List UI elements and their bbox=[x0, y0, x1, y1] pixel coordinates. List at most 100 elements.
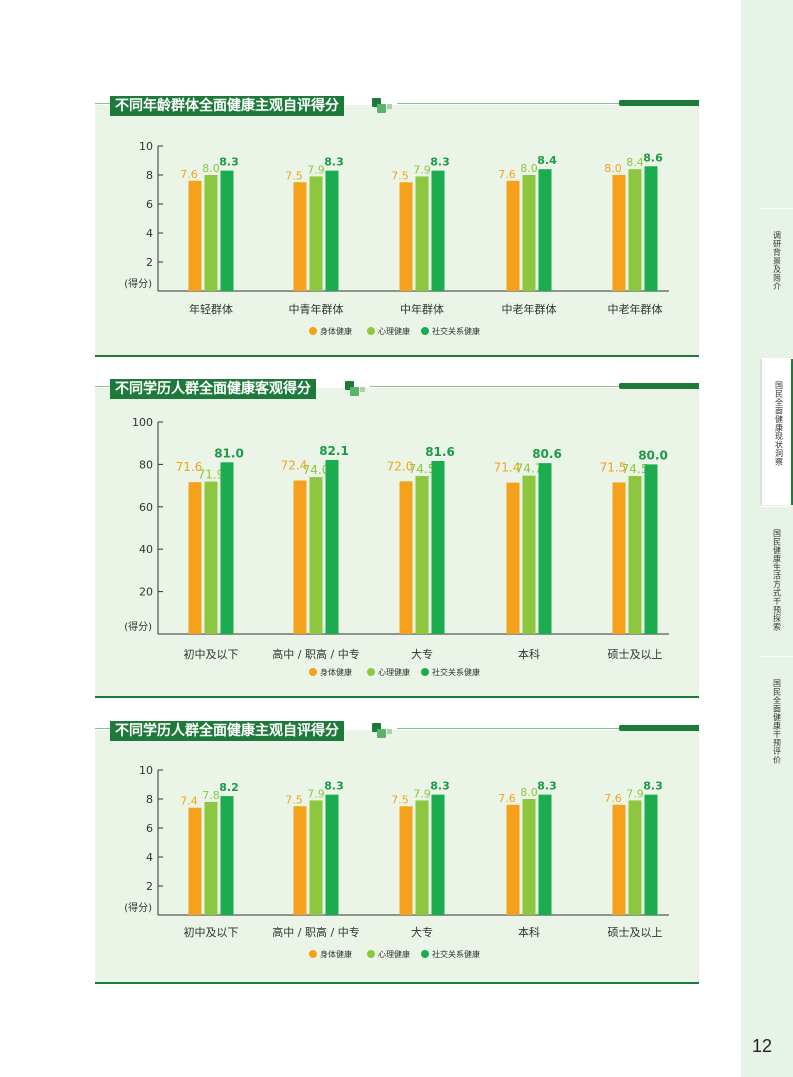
legend-swatch bbox=[367, 950, 375, 958]
y-tick-label: 8 bbox=[146, 169, 153, 182]
bar bbox=[399, 481, 413, 634]
header-accent-bar bbox=[619, 100, 699, 106]
bar bbox=[399, 806, 413, 915]
data-label: 72.4 bbox=[281, 459, 308, 473]
bar bbox=[309, 477, 323, 634]
data-label: 7.8 bbox=[202, 789, 220, 802]
data-label: 8.6 bbox=[643, 151, 663, 164]
x-tick-label: 中年群体 bbox=[400, 302, 444, 316]
bar bbox=[204, 801, 218, 915]
data-label: 7.9 bbox=[307, 163, 325, 176]
data-label: 71.4 bbox=[494, 461, 521, 475]
x-tick-label: 初中及以下 bbox=[184, 925, 239, 939]
bar bbox=[220, 796, 234, 915]
x-tick-label: 本科 bbox=[518, 925, 540, 939]
header-rule bbox=[370, 386, 619, 387]
data-label: 7.6 bbox=[604, 792, 622, 805]
bar bbox=[325, 170, 339, 291]
bar bbox=[612, 804, 626, 915]
page-number: 12 bbox=[752, 1036, 773, 1056]
y-tick-label: 10 bbox=[139, 764, 153, 777]
data-label: 7.6 bbox=[180, 168, 198, 181]
x-tick-label: 中青年群体 bbox=[289, 302, 344, 316]
data-label: 8.0 bbox=[202, 162, 220, 175]
data-label: 8.3 bbox=[430, 156, 450, 169]
data-label: 7.9 bbox=[413, 163, 431, 176]
bar bbox=[399, 182, 413, 291]
y-tick-label: 10 bbox=[139, 140, 153, 153]
x-tick-label: 本科 bbox=[518, 647, 540, 661]
data-label: 81.0 bbox=[214, 446, 244, 460]
data-label: 8.3 bbox=[537, 780, 557, 793]
header-rule bbox=[95, 103, 110, 104]
data-label: 7.9 bbox=[626, 787, 644, 800]
data-label: 74.7 bbox=[516, 462, 543, 476]
bar bbox=[628, 169, 642, 291]
y-tick-label: 2 bbox=[146, 256, 153, 269]
data-label: 8.3 bbox=[219, 156, 239, 169]
bar bbox=[293, 480, 307, 634]
y-tick-label: 20 bbox=[139, 586, 153, 599]
sidebar-tab-status[interactable]: 国民全面健康现状洞察 bbox=[760, 358, 793, 505]
x-tick-label: 大专 bbox=[411, 647, 433, 661]
legend-label: 身体健康 bbox=[320, 326, 352, 336]
bar bbox=[415, 800, 429, 915]
y-axis-label: (得分) bbox=[124, 621, 152, 633]
bar bbox=[293, 182, 307, 291]
data-label: 81.6 bbox=[425, 445, 455, 459]
bar bbox=[204, 481, 218, 634]
bar bbox=[188, 180, 202, 291]
data-label: 7.9 bbox=[413, 787, 431, 800]
legend-swatch bbox=[421, 950, 429, 958]
chart-title: 不同学历人群全面健康主观自评得分 bbox=[110, 721, 344, 741]
sidebar-tab-intervention[interactable]: 国民健康生活方式干预探索 bbox=[760, 506, 793, 655]
title-decoration-icon bbox=[372, 723, 394, 739]
bar bbox=[220, 462, 234, 634]
chart-panel-education-subjective: 不同学历人群全面健康主观自评得分 2 4 6 8 10 (得分) 7.4 7.8 8.2 初中及以… bbox=[95, 721, 699, 984]
chart-panel-education-objective: 不同学历人群全面健康客观得分 20 40 60 80 100 (得分) 71.6 71.9 81… bbox=[95, 379, 699, 698]
sidebar-tab-background[interactable]: 调研背景及简介 bbox=[760, 208, 793, 357]
header-rule bbox=[397, 728, 619, 729]
bar bbox=[522, 799, 536, 915]
active-tab-marker bbox=[791, 359, 793, 505]
sidebar-tab-evaluation[interactable]: 国民全面健康干预评价 bbox=[760, 656, 793, 775]
bar bbox=[325, 794, 339, 915]
chart-title: 不同年龄群体全面健康主观自评得分 bbox=[110, 96, 344, 116]
header-rule bbox=[95, 386, 110, 387]
bar bbox=[522, 475, 536, 634]
y-axis-label: (得分) bbox=[124, 278, 152, 290]
data-label: 7.4 bbox=[180, 795, 198, 808]
data-label: 8.0 bbox=[520, 786, 538, 799]
bar bbox=[538, 463, 552, 634]
data-label: 8.4 bbox=[626, 156, 644, 169]
legend-swatch bbox=[367, 327, 375, 335]
panel-header: 不同学历人群全面健康主观自评得分 bbox=[95, 721, 699, 741]
data-label: 8.0 bbox=[604, 162, 622, 175]
legend-swatch bbox=[309, 327, 317, 335]
y-tick-label: 6 bbox=[146, 822, 153, 835]
chart-panel-age-subjective: 不同年龄群体全面健康主观自评得分 2 4 6 8 10 (得分) 7.6 8.0 8.3 年轻群体… bbox=[95, 96, 699, 357]
bar bbox=[188, 482, 202, 634]
data-label: 74.5 bbox=[622, 462, 649, 476]
data-label: 7.6 bbox=[498, 168, 516, 181]
y-tick-label: 4 bbox=[146, 851, 153, 864]
bar bbox=[506, 482, 520, 634]
panel-header: 不同学历人群全面健康客观得分 bbox=[95, 379, 699, 399]
data-label: 80.0 bbox=[638, 448, 668, 462]
y-tick-label: 40 bbox=[139, 543, 153, 556]
header-rule bbox=[95, 728, 110, 729]
y-tick-label: 60 bbox=[139, 501, 153, 514]
title-decoration-icon bbox=[372, 98, 394, 114]
sidebar-tab-label: 调研背景及简介 bbox=[772, 231, 782, 291]
x-tick-label: 初中及以下 bbox=[184, 647, 239, 661]
data-label: 7.5 bbox=[285, 793, 303, 806]
data-label: 80.6 bbox=[532, 447, 562, 461]
data-label: 71.6 bbox=[176, 460, 203, 474]
bar bbox=[612, 175, 626, 291]
data-label: 8.4 bbox=[537, 154, 557, 167]
header-accent-bar bbox=[619, 725, 699, 731]
legend-swatch bbox=[309, 668, 317, 676]
bar bbox=[644, 464, 658, 634]
data-label: 8.2 bbox=[219, 781, 239, 794]
